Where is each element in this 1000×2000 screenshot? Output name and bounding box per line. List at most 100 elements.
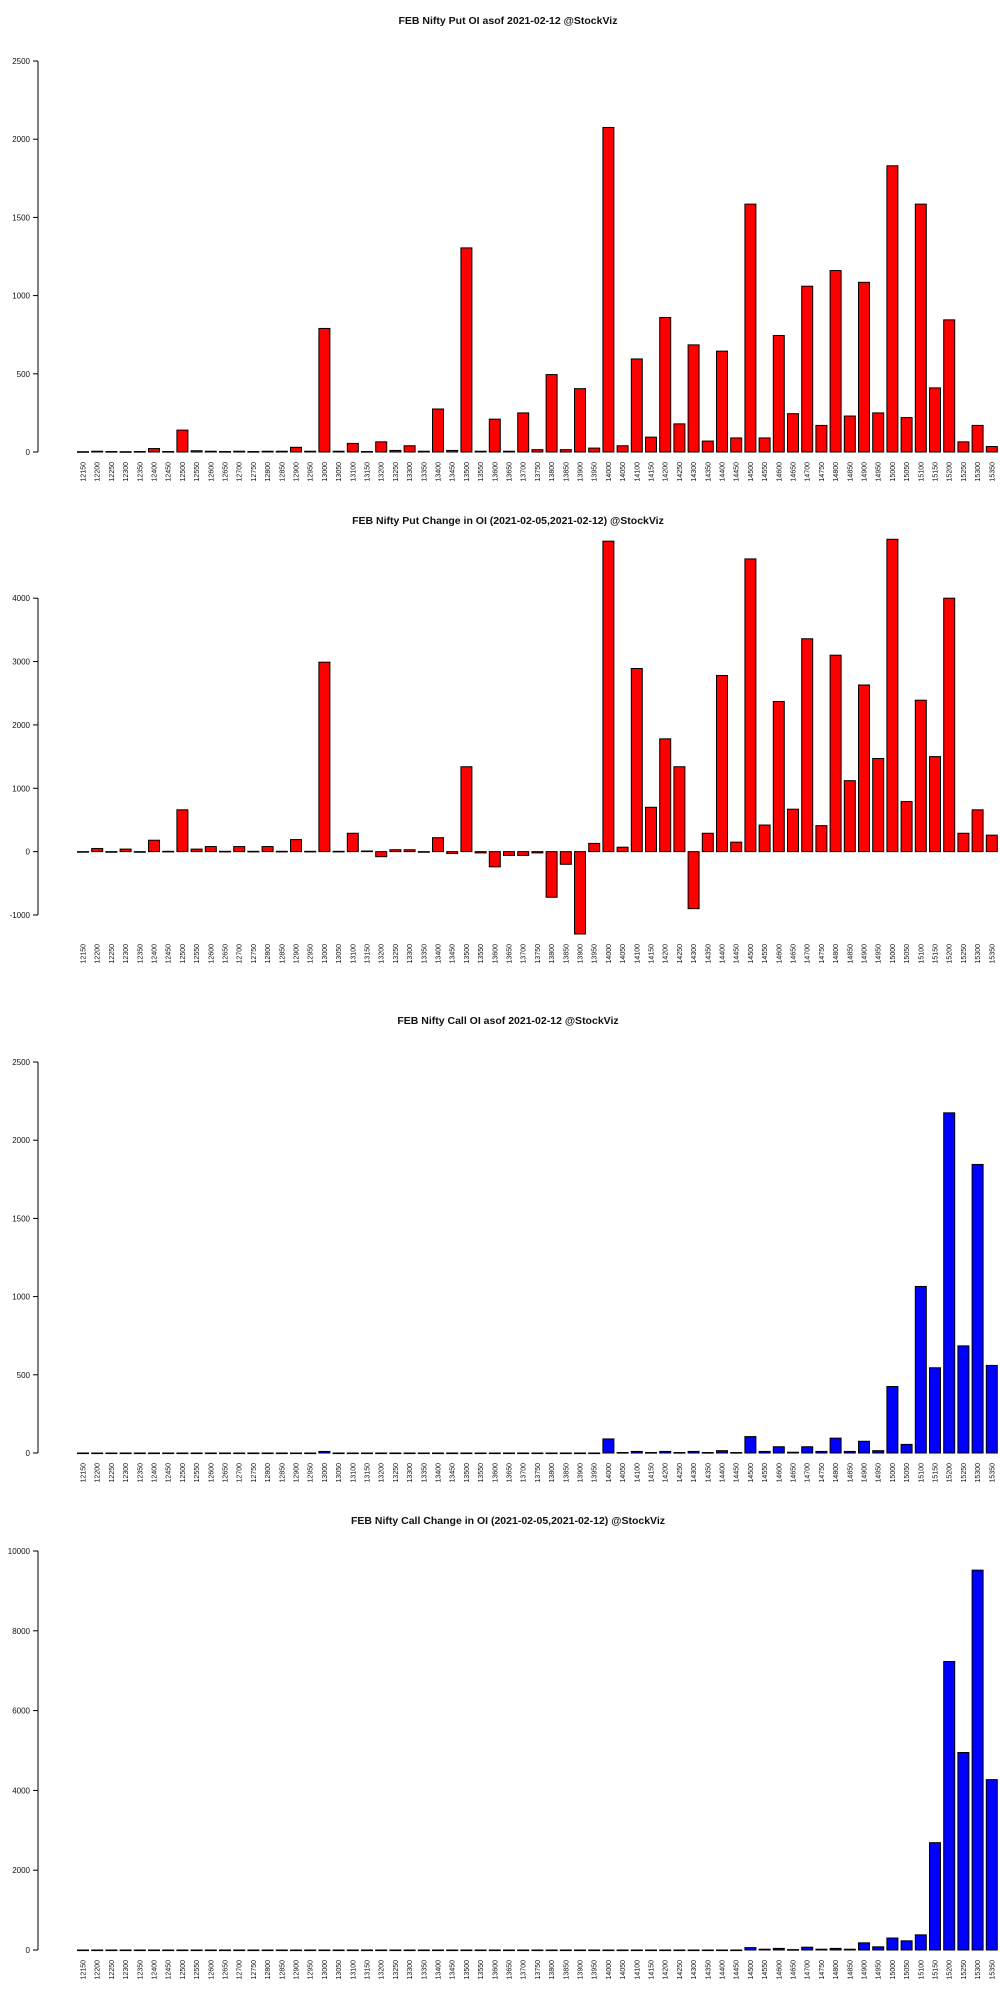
y-tick-label: 2000 (12, 135, 30, 144)
bar-14950 (872, 757, 885, 853)
bar-12500 (176, 1452, 189, 1455)
x-tick-label: 12800 (265, 462, 272, 482)
x-tick-label: 14250 (677, 1960, 684, 1980)
x-tick-label: 15050 (904, 944, 911, 964)
x-tick-label: 15050 (904, 462, 911, 482)
bar-15300 (971, 809, 984, 853)
bar-13300 (403, 1452, 416, 1455)
bar-13750 (531, 851, 544, 854)
x-tick-label: 13500 (464, 462, 471, 482)
x-tick-label: 12950 (308, 1463, 315, 1483)
x-tick-label: 12200 (95, 1463, 102, 1483)
bar-12200 (91, 1452, 104, 1455)
x-tick-label: 12300 (123, 944, 130, 964)
bar-15050 (900, 801, 913, 853)
bar-14050 (616, 1949, 629, 1952)
bar-15000 (886, 538, 899, 853)
bar-13450 (446, 449, 459, 453)
x-tick-label: 14300 (691, 944, 698, 964)
bar-12250 (105, 451, 118, 453)
bar-13000 (318, 661, 331, 853)
bar-14250 (673, 423, 686, 453)
bar-12400 (148, 448, 160, 453)
bar-15100 (914, 1285, 927, 1454)
x-tick-label: 12900 (294, 462, 301, 482)
bar-12600 (204, 1949, 217, 1952)
bar-13450 (446, 1452, 459, 1455)
bar-13350 (417, 851, 430, 853)
x-tick-label: 15350 (989, 1960, 996, 1980)
bar-12850 (275, 1452, 288, 1455)
x-tick-label: 15150 (933, 944, 940, 964)
x-tick-label: 13650 (507, 1463, 514, 1483)
bar-13600 (488, 1452, 501, 1455)
x-tick-label: 14400 (720, 1463, 727, 1483)
bar-14300 (687, 1450, 700, 1454)
bar-14650 (787, 1949, 799, 1951)
bar-13950 (588, 447, 601, 453)
x-tick-label: 14550 (762, 944, 769, 964)
bar-14350 (701, 440, 714, 453)
y-tick-label: 1500 (12, 1214, 30, 1223)
x-tick-label: 12250 (109, 462, 116, 482)
bar-13650 (503, 1949, 515, 1952)
bar-13400 (432, 837, 444, 853)
y-tick-label: 2000 (12, 1136, 30, 1145)
x-tick-label: 12150 (81, 1463, 88, 1483)
bar-14900 (858, 684, 870, 853)
chart-title: FEB Nifty Put Change in OI (2021-02-05,2… (352, 515, 664, 527)
bar-14950 (872, 1450, 885, 1454)
bar-14450 (730, 1949, 743, 1952)
x-tick-label: 14850 (847, 1960, 854, 1980)
x-tick-label: 13100 (350, 944, 357, 964)
x-tick-label: 13350 (421, 1463, 428, 1483)
x-tick-label: 15100 (918, 462, 925, 482)
x-tick-label: 14150 (649, 1463, 656, 1483)
x-tick-label: 14300 (691, 462, 698, 482)
x-tick-label: 15050 (904, 1960, 911, 1980)
bar-14750 (815, 1948, 828, 1951)
chart-title: FEB Nifty Call Change in OI (2021-02-05,… (351, 1515, 665, 1527)
bar-14550 (758, 824, 771, 853)
x-tick-label: 12600 (208, 944, 215, 964)
x-tick-label: 12450 (166, 1960, 173, 1980)
bar-15150 (929, 1367, 941, 1454)
bar-12700 (233, 1452, 246, 1455)
bar-12650 (219, 1452, 231, 1455)
x-tick-label: 13650 (507, 1960, 514, 1980)
y-tick-label: 0 (26, 1946, 31, 1955)
bar-13550 (474, 450, 487, 453)
bar-13850 (559, 851, 572, 865)
x-tick-label: 13550 (478, 1463, 485, 1483)
bar-12850 (275, 850, 288, 853)
bar-12850 (275, 1949, 288, 1952)
x-tick-label: 13200 (379, 1960, 386, 1980)
x-tick-label: 14150 (649, 944, 656, 964)
x-tick-label: 14100 (634, 1960, 641, 1980)
x-tick-label: 14350 (705, 1463, 712, 1483)
bar-13000 (318, 1450, 331, 1454)
x-tick-label: 15300 (975, 1960, 982, 1980)
x-tick-label: 12700 (237, 462, 244, 482)
x-tick-label: 14550 (762, 1960, 769, 1980)
bar-13750 (531, 1452, 544, 1455)
bar-15000 (886, 165, 899, 453)
bar-14150 (645, 436, 657, 453)
x-tick-label: 14450 (734, 462, 741, 482)
bar-12750 (247, 451, 260, 453)
x-tick-label: 15100 (918, 944, 925, 964)
bar-14550 (758, 437, 771, 453)
bar-15300 (971, 1163, 984, 1454)
bar-14500 (744, 1947, 757, 1951)
x-tick-label: 15350 (989, 1463, 996, 1483)
x-tick-label: 13350 (421, 462, 428, 482)
bar-14100 (630, 358, 643, 453)
x-tick-label: 13400 (436, 944, 443, 964)
x-tick-label: 13900 (578, 462, 585, 482)
bar-14500 (744, 558, 757, 853)
bar-12650 (219, 451, 231, 453)
x-tick-label: 12550 (194, 462, 201, 482)
bar-12900 (290, 1452, 302, 1455)
bar-12600 (204, 846, 217, 853)
bar-12500 (176, 429, 189, 453)
